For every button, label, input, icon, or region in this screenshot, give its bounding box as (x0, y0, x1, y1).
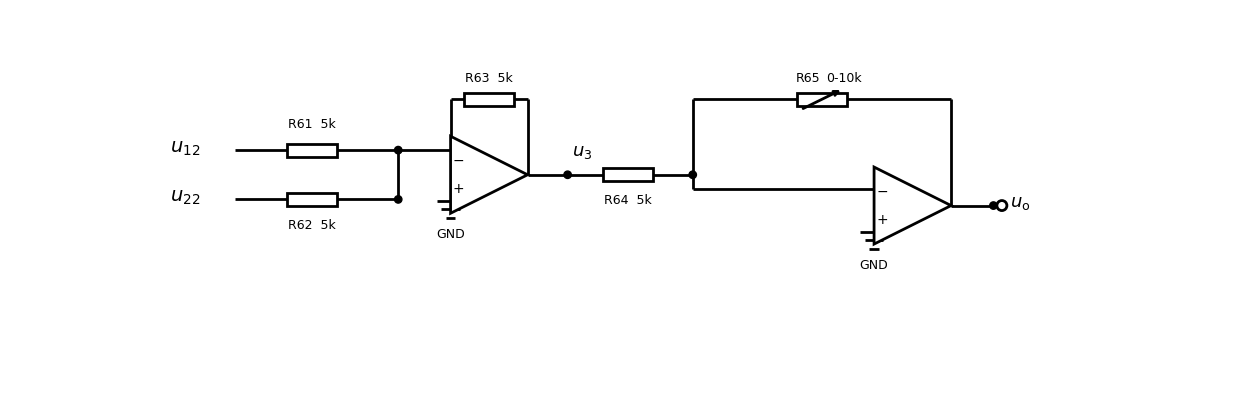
Text: $u_3$: $u_3$ (572, 143, 592, 161)
Bar (602, 168, 653, 181)
Bar (465, 93, 514, 106)
Text: R62  5k: R62 5k (289, 219, 336, 231)
Polygon shape (451, 136, 528, 213)
Circle shape (394, 146, 401, 154)
Text: R63  5k: R63 5k (465, 72, 513, 85)
Text: $-$: $-$ (452, 153, 465, 167)
Circle shape (564, 171, 571, 179)
Text: R65: R65 (795, 72, 820, 85)
Text: 0-10k: 0-10k (825, 72, 861, 85)
Polygon shape (873, 167, 952, 244)
Bar (287, 193, 337, 206)
Text: R64  5k: R64 5k (603, 194, 652, 207)
Text: R61  5k: R61 5k (289, 118, 336, 131)
Circle shape (990, 202, 997, 209)
Bar (797, 93, 847, 106)
Circle shape (689, 171, 696, 179)
Text: $u_{12}$: $u_{12}$ (170, 139, 201, 158)
Bar (287, 143, 337, 157)
Text: $+$: $+$ (452, 182, 465, 196)
Text: $u_{22}$: $u_{22}$ (170, 189, 201, 207)
Text: $u_{\rm o}$: $u_{\rm o}$ (1010, 194, 1031, 212)
Circle shape (394, 196, 401, 203)
Text: GND: GND (436, 228, 465, 241)
Text: $-$: $-$ (876, 184, 888, 198)
Text: $+$: $+$ (876, 213, 888, 227)
Text: GND: GND (860, 259, 888, 271)
